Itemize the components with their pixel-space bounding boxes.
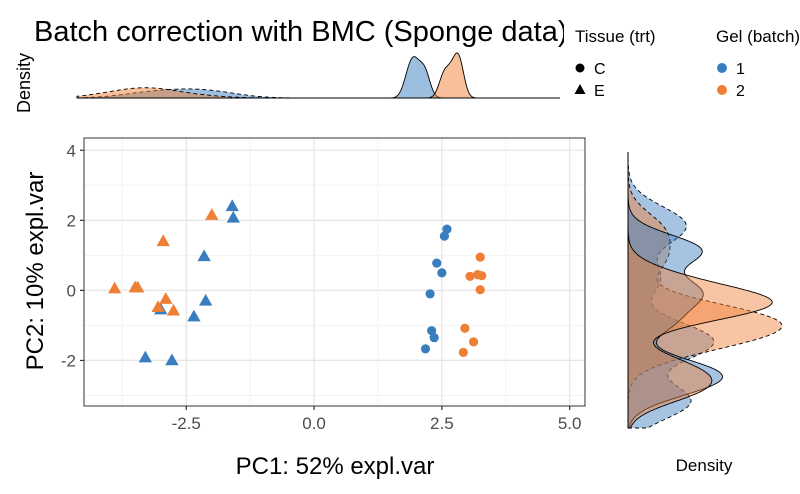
top-density-panel (76, 52, 560, 99)
data-point-triangle (166, 303, 181, 316)
data-point-triangle (156, 234, 170, 247)
scatter-panel: -2.5 0.0 2.5 5.0 -2 0 2 4 (61, 137, 586, 433)
y-tick-label: 4 (67, 141, 76, 160)
data-point-circle (442, 224, 452, 234)
data-point-triangle (205, 208, 219, 220)
data-point-triangle (138, 350, 152, 363)
data-point-circle (477, 271, 487, 281)
data-point-circle (432, 258, 442, 268)
data-point-circle (468, 337, 479, 347)
data-point-triangle (225, 199, 239, 212)
data-point-triangle (199, 293, 213, 306)
data-point-triangle (165, 353, 179, 366)
legend-circle-icon (575, 63, 585, 73)
legend-gel: Gel (batch) 1 2 (716, 27, 800, 100)
panel-background (84, 138, 585, 406)
right-density-panel (627, 152, 783, 429)
data-point-triangle (226, 210, 240, 223)
data-point-circle (475, 252, 485, 262)
legend-tissue-title: Tissue (trt) (575, 27, 656, 46)
legend-color-swatch (717, 63, 727, 73)
data-point-circle (420, 344, 431, 354)
legend-tissue: Tissue (trt) CE (574, 27, 656, 100)
data-point-circle (460, 323, 470, 333)
top-density-label: Density (14, 53, 34, 113)
data-point-circle (425, 289, 435, 299)
data-point-circle (458, 347, 468, 357)
right-density-curve (627, 152, 773, 429)
data-point-triangle (187, 309, 201, 322)
x-tick-label: 0.0 (302, 414, 326, 433)
x-tick-label: -2.5 (172, 414, 201, 433)
data-point-circle (465, 271, 475, 281)
data-point-circle (439, 231, 450, 241)
legend-gel-item: 2 (736, 83, 745, 100)
right-density-label: Density (676, 456, 733, 475)
data-point-circle (437, 268, 447, 278)
legend-tissue-item: C (594, 61, 606, 78)
x-axis-label: PC1: 52% expl.var (236, 453, 435, 480)
panel-border (83, 137, 586, 407)
legend-tissue-item: E (594, 83, 605, 100)
x-tick-label: 2.5 (430, 414, 454, 433)
data-point-triangle (151, 300, 165, 312)
legend-gel-item: 1 (736, 61, 745, 78)
right-density-curve (627, 152, 783, 428)
right-density-curve (627, 152, 715, 429)
data-point-circle (475, 285, 485, 295)
legend-triangle-icon (574, 84, 586, 94)
data-point-triangle (108, 281, 122, 294)
data-point-circle (427, 326, 437, 336)
data-point-triangle (197, 249, 211, 262)
y-tick-label: 0 (67, 281, 76, 300)
data-point-triangle (131, 280, 145, 293)
data-point-triangle (159, 292, 173, 304)
legend-gel-title: Gel (batch) (716, 27, 800, 46)
y-tick-label: -2 (61, 351, 76, 370)
data-point-circle (429, 333, 439, 343)
y-tick-label: 2 (67, 211, 76, 230)
top-density-curve (76, 87, 560, 99)
legend-color-swatch (717, 85, 727, 95)
x-tick-label: 5.0 (558, 414, 582, 433)
y-axis-label: PC2: 10% expl.var (22, 172, 49, 371)
chart-title: Batch correction with BMC (Sponge data) (34, 16, 568, 48)
